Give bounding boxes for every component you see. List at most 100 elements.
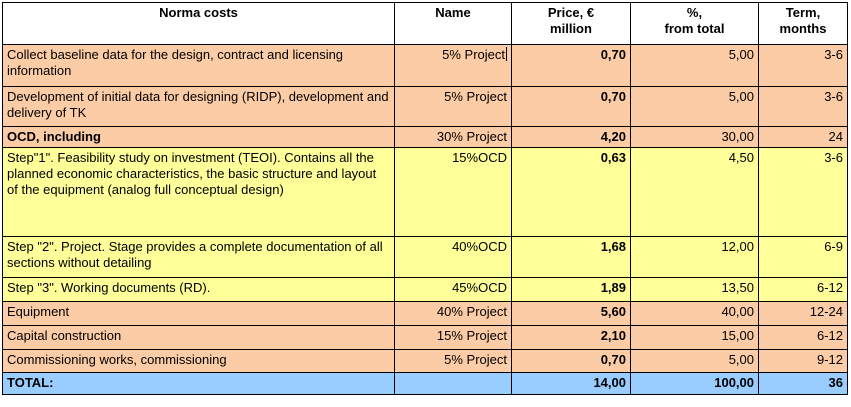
cell-price[interactable]: 1,68 [511, 236, 631, 278]
cost-text: Commissioning works, commissioning [7, 352, 227, 367]
price-text: 0,70 [600, 352, 626, 367]
price-text: 2,10 [600, 328, 626, 343]
cell-term[interactable]: 3-6 [758, 44, 848, 87]
cell-percent[interactable]: 12,00 [630, 236, 759, 278]
table-row: Collect baseline data for the design, co… [2, 44, 848, 87]
term-text: 24 [828, 129, 843, 144]
header-cell-term[interactable]: Term, months [758, 2, 848, 45]
cell-percent[interactable]: 30,00 [630, 126, 759, 148]
header-name: Name [435, 5, 471, 20]
cell-name[interactable]: 40%OCD [394, 236, 512, 278]
name-text: 15%OCD [452, 150, 507, 165]
cell-percent[interactable]: 5,00 [630, 44, 759, 87]
cell-total-label[interactable]: TOTAL: [2, 372, 395, 395]
total-price: 14,00 [593, 375, 626, 390]
cell-name[interactable]: 30% Project [394, 126, 512, 148]
cell-total-term[interactable]: 36 [758, 372, 848, 395]
cell-percent[interactable]: 40,00 [630, 301, 759, 326]
term-text: 6-12 [816, 328, 843, 343]
header-cell-percent[interactable]: %, from total [630, 2, 759, 45]
table-row: OCD, including 30% Project 4,20 30,00 24 [2, 126, 848, 148]
term-text: 6-12 [816, 280, 843, 295]
cell-price[interactable]: 0,70 [511, 86, 631, 127]
cell-cost[interactable]: Equipment [2, 301, 395, 326]
cost-text: OCD, including [7, 129, 101, 144]
cell-term[interactable]: 12-24 [758, 301, 848, 326]
term-text: 3-6 [824, 150, 843, 165]
cell-name[interactable]: 45%OCD [394, 277, 512, 302]
cell-term[interactable]: 6-9 [758, 236, 848, 278]
cell-name[interactable]: 40% Project [394, 301, 512, 326]
header-term-line1: Term, [785, 5, 821, 20]
cell-cost[interactable]: Commissioning works, commissioning [2, 349, 395, 373]
table-row: Capital construction 15% Project 2,10 15… [2, 325, 848, 350]
cell-term[interactable]: 9-12 [758, 349, 848, 373]
table-row: Commissioning works, commissioning 5% Pr… [2, 349, 848, 373]
header-percent-line2: from total [664, 21, 725, 36]
cell-name[interactable]: 5% Project [394, 44, 512, 87]
header-price-line2: million [550, 21, 592, 36]
percent-text: 40,00 [721, 304, 754, 319]
percent-text: 13,50 [721, 280, 754, 295]
price-text: 1,89 [600, 280, 626, 295]
cell-cost[interactable]: Capital construction [2, 325, 395, 350]
cell-cost[interactable]: Development of initial data for designin… [2, 86, 395, 127]
term-text: 3-6 [824, 89, 843, 104]
price-text: 4,20 [600, 129, 626, 144]
price-text: 0,70 [600, 89, 626, 104]
cell-percent[interactable]: 13,50 [630, 277, 759, 302]
cell-price[interactable]: 1,89 [511, 277, 631, 302]
cost-text: Step"1". Feasibility study on investment… [7, 150, 377, 197]
cell-price[interactable]: 4,20 [511, 126, 631, 148]
term-text: 9-12 [816, 352, 843, 367]
cell-percent[interactable]: 5,00 [630, 349, 759, 373]
cell-total-price[interactable]: 14,00 [511, 372, 631, 395]
term-text: 6-9 [824, 239, 843, 254]
cost-text: Step "2". Project. Stage provides a comp… [7, 239, 383, 270]
name-text: 40%OCD [452, 239, 507, 254]
percent-text: 30,00 [721, 129, 754, 144]
cell-price[interactable]: 0,70 [511, 44, 631, 87]
cell-name[interactable]: 15%OCD [394, 147, 512, 237]
cell-price[interactable]: 2,10 [511, 325, 631, 350]
cell-percent[interactable]: 15,00 [630, 325, 759, 350]
cell-cost[interactable]: Step "2". Project. Stage provides a comp… [2, 236, 395, 278]
cost-text: Collect baseline data for the design, co… [7, 47, 344, 78]
name-text: 40% Project [436, 304, 507, 319]
percent-text: 12,00 [721, 239, 754, 254]
header-percent-line1: %, [686, 5, 703, 20]
percent-text: 5,00 [728, 352, 754, 367]
cell-cost[interactable]: OCD, including [2, 126, 395, 148]
header-cell-price[interactable]: Price, € million [511, 2, 631, 45]
table-row: Step"1". Feasibility study on investment… [2, 147, 848, 237]
percent-text: 5,00 [728, 89, 754, 104]
percent-text: 5,00 [728, 47, 754, 62]
cell-cost[interactable]: Step"1". Feasibility study on investment… [2, 147, 395, 237]
cell-total-percent[interactable]: 100,00 [630, 372, 759, 395]
cell-cost[interactable]: Step "3". Working documents (RD). [2, 277, 395, 302]
cell-total-name[interactable] [394, 372, 512, 395]
price-text: 0,70 [600, 47, 626, 62]
table-row: Equipment 40% Project 5,60 40,00 12-24 [2, 301, 848, 326]
cell-price[interactable]: 0,70 [511, 349, 631, 373]
cell-term[interactable]: 3-6 [758, 147, 848, 237]
name-text: 30% Project [436, 129, 507, 144]
name-text: 5% Project [442, 47, 505, 62]
cell-price[interactable]: 0,63 [511, 147, 631, 237]
cell-name[interactable]: 5% Project [394, 349, 512, 373]
cell-cost[interactable]: Collect baseline data for the design, co… [2, 44, 395, 87]
cell-price[interactable]: 5,60 [511, 301, 631, 326]
cell-term[interactable]: 6-12 [758, 325, 848, 350]
name-text: 5% Project [444, 89, 507, 104]
cell-term[interactable]: 6-12 [758, 277, 848, 302]
cell-name[interactable]: 5% Project [394, 86, 512, 127]
cell-term[interactable]: 24 [758, 126, 848, 148]
cell-percent[interactable]: 4,50 [630, 147, 759, 237]
header-cell-norma-costs[interactable]: Norma costs [2, 2, 395, 45]
cell-term[interactable]: 3-6 [758, 86, 848, 127]
header-cell-name[interactable]: Name [394, 2, 512, 45]
cell-percent[interactable]: 5,00 [630, 86, 759, 127]
header-price-line1: Price, € [547, 5, 595, 20]
cost-text: Equipment [7, 304, 70, 319]
cell-name[interactable]: 15% Project [394, 325, 512, 350]
